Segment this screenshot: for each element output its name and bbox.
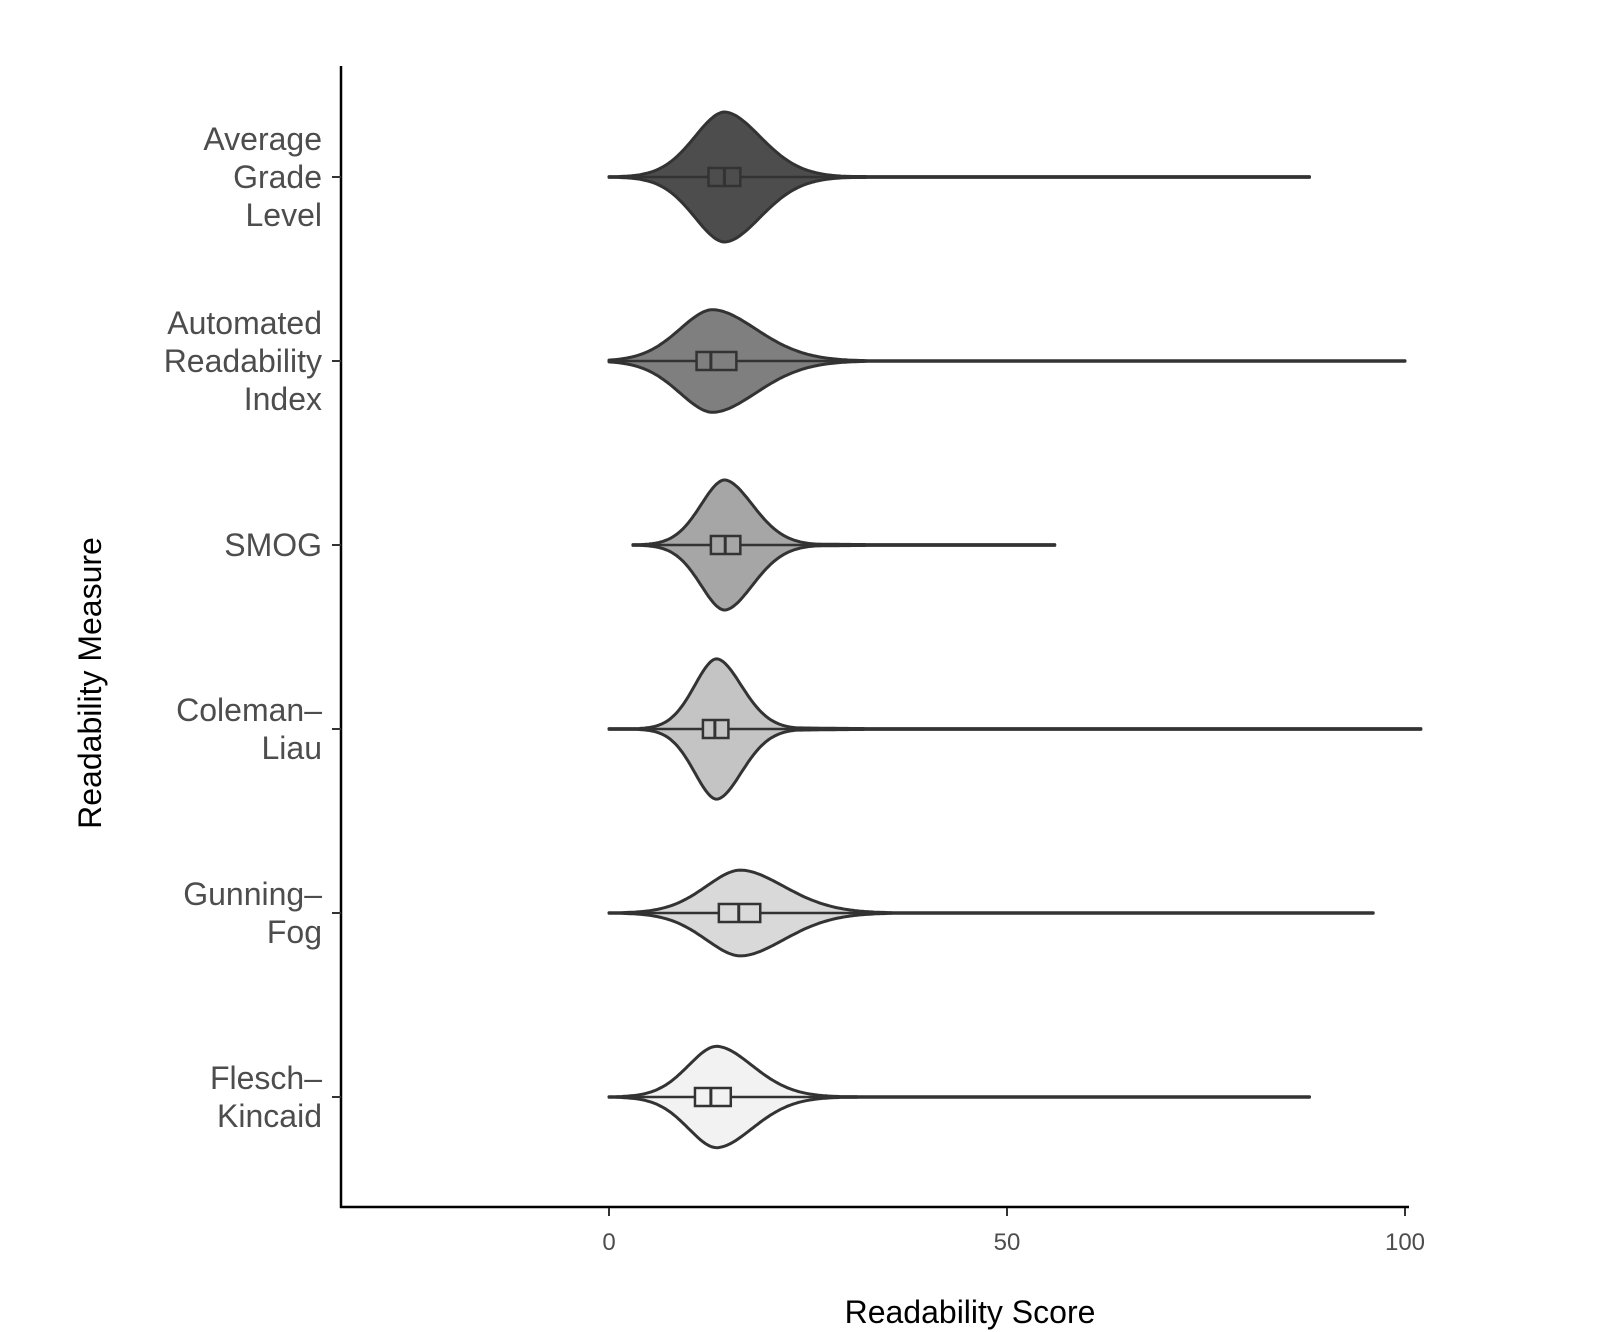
x-axis-ticks: 0 50 100 [602, 1208, 1425, 1256]
y-axis-title: Readability Measure [72, 537, 108, 829]
y-tick-label-2: Automated Readability Index [164, 305, 322, 417]
box-6 [693, 1086, 733, 1108]
box-2 [695, 350, 738, 372]
violin-group [607, 110, 1423, 1150]
x-axis-title: Readability Score [845, 1294, 1096, 1330]
y-tick-label-4: Coleman– Liau [176, 692, 322, 766]
x-tick-label-50: 50 [994, 1229, 1021, 1256]
x-tick-label-100: 100 [1385, 1229, 1425, 1256]
x-tick-label-0: 0 [602, 1229, 615, 1256]
y-tick-label-1: Average Grade Level [203, 121, 322, 233]
y-tick-label-3: SMOG [224, 527, 322, 563]
y-axis-ticks: Average Grade Level Automated Readability Ind… [164, 121, 341, 1134]
y-tick-label-5: Gunning– Fog [183, 876, 322, 950]
y-tick-label-6: Flesch– Kincaid [210, 1060, 322, 1134]
